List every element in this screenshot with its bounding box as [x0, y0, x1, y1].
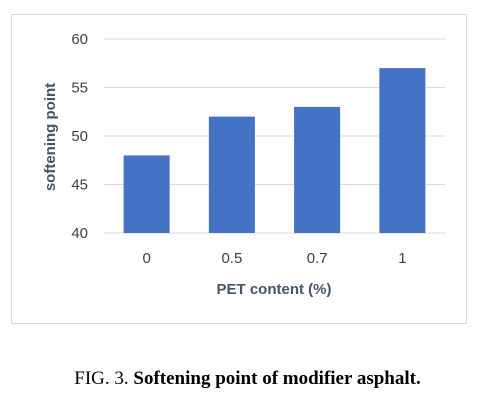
- x-axis-ticks: 0 0.5 0.7 1: [142, 250, 406, 267]
- bar: [379, 68, 426, 233]
- y-tick-label: 60: [71, 31, 88, 48]
- bar-series: [123, 68, 426, 233]
- bar: [208, 116, 255, 233]
- figure-caption-label: FIG. 3.: [74, 368, 129, 389]
- x-tick-label: 0: [142, 250, 150, 267]
- bar: [123, 155, 170, 233]
- x-tick-label: 0.7: [307, 250, 328, 267]
- figure-caption-text: Softening point of modifier asphalt.: [133, 368, 421, 389]
- bar: [294, 106, 341, 233]
- y-axis-ticks: 40 45 50 55 60: [71, 31, 88, 242]
- y-tick-label: 40: [71, 225, 88, 242]
- bar-chart: 40 45 50 55 60 0 0.5 0.7 1 PET content (%) soft…: [42, 31, 445, 298]
- x-tick-label: 0.5: [221, 250, 242, 267]
- y-tick-label: 45: [71, 177, 88, 194]
- y-axis-title: softening point: [42, 83, 59, 191]
- chart-area: 40 45 50 55 60 0 0.5 0.7 1 PET content (%) soft…: [11, 14, 467, 324]
- x-axis-title: PET content (%): [217, 281, 332, 298]
- y-tick-label: 55: [71, 80, 88, 97]
- x-tick-label: 1: [398, 250, 406, 267]
- figure-caption: FIG. 3. Softening point of modifier asph…: [0, 368, 495, 390]
- y-tick-label: 50: [71, 128, 88, 145]
